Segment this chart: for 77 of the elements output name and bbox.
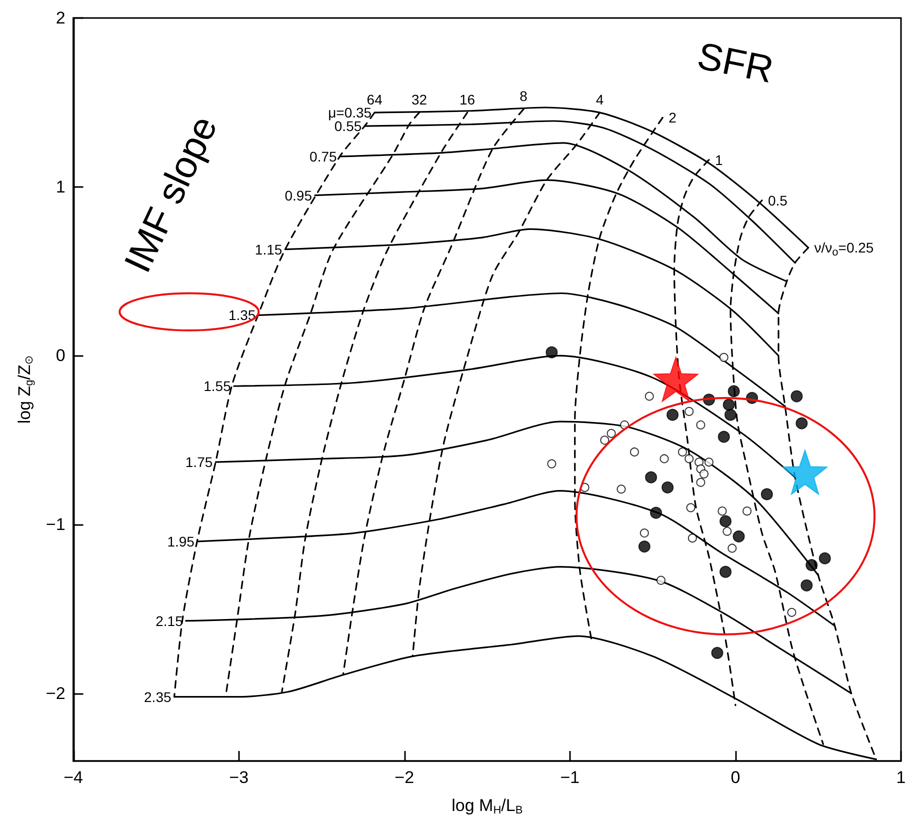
point	[662, 481, 674, 494]
y-axis-title: log Zg/Z⊙	[15, 355, 36, 424]
point	[728, 385, 740, 398]
series-label: 1.75	[185, 454, 213, 470]
series-label: 1.55	[204, 378, 232, 394]
point	[800, 579, 813, 592]
point	[782, 450, 828, 495]
series-label: 16	[459, 92, 476, 108]
point	[606, 428, 616, 438]
x-tick-label: −3	[229, 768, 249, 787]
point	[787, 608, 796, 617]
x-tick-label: 1	[896, 768, 906, 787]
point	[760, 488, 773, 500]
point	[704, 458, 714, 467]
point	[684, 454, 694, 464]
point	[720, 515, 732, 528]
point	[722, 526, 732, 536]
point	[732, 530, 745, 542]
point	[724, 408, 736, 421]
point	[688, 534, 697, 543]
point	[653, 356, 698, 402]
y-tick-label: 0	[56, 346, 66, 366]
series-label: 0.55	[334, 118, 362, 134]
point	[644, 392, 654, 401]
point	[630, 447, 639, 456]
series-label: 1.95	[167, 533, 195, 550]
point	[616, 484, 626, 494]
point	[678, 447, 687, 456]
series-label: 2.35	[144, 688, 172, 705]
point	[694, 458, 704, 467]
y-tick-label: 1	[56, 177, 66, 196]
point	[600, 436, 610, 445]
point	[722, 398, 735, 411]
point	[796, 417, 808, 430]
point	[686, 503, 696, 512]
y-tick-label: −2	[46, 684, 66, 703]
point	[719, 352, 728, 362]
point	[700, 469, 709, 478]
point	[711, 646, 724, 659]
annotation: IMF slope	[117, 110, 226, 279]
point	[742, 506, 752, 516]
point	[650, 506, 662, 519]
y-tick-label: 2	[56, 8, 66, 28]
series-label: 0.95	[284, 187, 312, 204]
series-label: 1.15	[254, 241, 282, 258]
point	[645, 471, 658, 484]
point	[546, 346, 558, 358]
point	[547, 459, 556, 468]
x-tick-label: 0	[730, 768, 740, 787]
series-label: 1	[714, 152, 723, 168]
x-tick-label: −1	[560, 768, 580, 787]
series-label: 0.75	[310, 148, 338, 164]
point	[696, 478, 706, 487]
point	[656, 576, 666, 585]
x-tick-label: −4	[64, 768, 83, 787]
point	[638, 540, 650, 553]
point	[818, 552, 831, 564]
point	[790, 390, 803, 402]
series-label: 0.5	[768, 192, 788, 208]
point	[718, 506, 727, 516]
annotation: SFR	[694, 35, 777, 92]
series-label: 32	[411, 92, 428, 108]
point	[720, 566, 732, 578]
point	[806, 559, 818, 572]
y-tick-label: −1	[46, 515, 66, 534]
point	[660, 454, 669, 464]
series-label: 2.15	[156, 612, 184, 629]
point	[718, 430, 730, 443]
point	[696, 420, 706, 430]
point	[728, 544, 737, 553]
x-tick-label: −2	[394, 768, 414, 787]
series-label: 4	[596, 92, 604, 108]
point	[684, 406, 694, 416]
point	[640, 528, 649, 538]
series-label: 8	[520, 88, 528, 104]
point	[666, 408, 679, 421]
series-label: 2	[668, 110, 677, 126]
